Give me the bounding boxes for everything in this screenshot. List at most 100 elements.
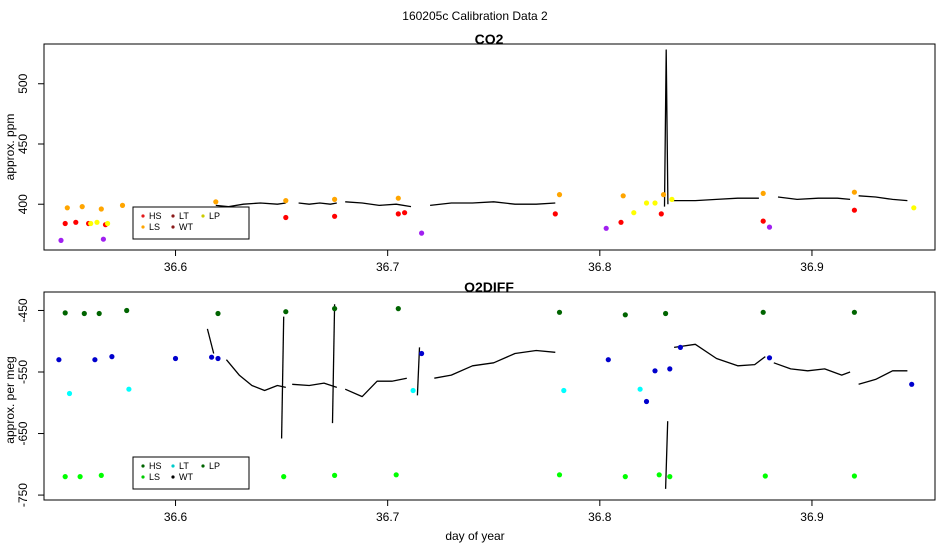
o2diff-point-WT (766, 355, 773, 361)
o2diff-legend-label: HS (149, 461, 162, 471)
co2-point-HS (73, 219, 79, 225)
co2-point-HS (402, 210, 408, 216)
co2-series-ambient-line (430, 201, 556, 207)
co2-point-HS (62, 220, 68, 227)
co2-point-LT (100, 236, 106, 242)
co2-point-LS (556, 192, 563, 198)
co2-xtick-label: 36.9 (800, 260, 824, 274)
o2diff-legend-box (132, 456, 250, 490)
o2diff-point-HS (283, 309, 289, 315)
co2-series-ambient-line (671, 197, 759, 202)
co2-ylabel: approx. ppm (3, 114, 17, 181)
o2diff-xlabel: day of year (445, 529, 504, 543)
co2-point-WT (643, 200, 650, 206)
o2diff-xtick-label: 36.8 (588, 510, 612, 524)
co2-point-HS (332, 213, 338, 219)
co2-panel: CO2 approx. ppm 36.6 36.7 36.8 36.9 400 450 50… (3, 31, 936, 274)
co2-legend-box (132, 206, 250, 240)
o2diff-point-LS (656, 472, 662, 478)
o2diff-point-LS (762, 473, 768, 479)
o2diff-point-HS (62, 310, 68, 316)
o2diff-ytick-label: -550 (16, 360, 30, 384)
o2diff-point-HS (124, 307, 130, 314)
o2diff-point-LS (622, 474, 628, 480)
o2diff-series-ambient-line (434, 349, 556, 379)
o2diff-point-HS (556, 309, 563, 315)
o2diff-point-WT (909, 381, 915, 387)
figure-supertitle: 160205c Calibration Data 2 (402, 9, 548, 23)
co2-legend-label: LS (149, 222, 160, 232)
o2diff-point-LS (667, 474, 673, 480)
o2diff-point-WT (419, 350, 425, 357)
co2-point-HS (851, 207, 858, 213)
co2-legend-marker (141, 214, 145, 218)
co2-title: CO2 (475, 31, 504, 47)
co2-point-LT (419, 230, 425, 236)
co2-xtick-label: 36.7 (376, 260, 400, 274)
o2diff-legend-marker (141, 475, 145, 479)
o2diff-series-ambient-line (292, 382, 338, 389)
co2-legend-marker (201, 214, 205, 218)
o2diff-series-ambient-line (674, 343, 766, 367)
o2diff-point-HS (81, 310, 87, 317)
o2diff-series-ambient-line (206, 328, 215, 354)
o2diff-title: O2DIFF (464, 279, 514, 295)
co2-point-LS (98, 206, 104, 212)
co2-point-HS (618, 219, 624, 225)
co2-point-WT (105, 220, 111, 227)
co2-point-LS (213, 199, 219, 205)
co2-point-LT (603, 225, 609, 231)
o2diff-ytick-label: -650 (16, 421, 30, 445)
co2-legend-label: HS (149, 211, 162, 221)
o2diff-series-spikes-line (664, 421, 669, 489)
o2diff-point-LS (281, 474, 287, 480)
co2-ytick-label: 450 (16, 134, 30, 154)
co2-ytick-label: 500 (16, 73, 30, 93)
o2diff-point-HS (395, 306, 401, 312)
co2-point-WT (669, 196, 675, 202)
co2-point-WT (94, 219, 100, 225)
o2diff-point-WT (56, 357, 62, 363)
o2diff-legend-label: LT (179, 461, 189, 471)
o2diff-point-LS (393, 472, 399, 478)
co2-series-ambient-line (215, 202, 286, 208)
o2diff-panel: O2DIFF approx. per meg day of year 36.6 3… (3, 279, 936, 543)
o2diff-point-LS (62, 474, 68, 480)
co2-point-LS (620, 193, 626, 199)
o2diff-point-HS (760, 309, 766, 315)
co2-point-LS (283, 198, 289, 204)
o2diff-point-LS (851, 473, 858, 479)
co2-point-LS (332, 196, 338, 202)
co2-legend-label: LP (209, 211, 220, 221)
co2-point-LS (851, 189, 858, 195)
co2-series-ambient-line (858, 195, 908, 202)
o2diff-point-WT (172, 355, 179, 362)
o2diff-point-HS (96, 310, 102, 317)
o2diff-point-WT (667, 366, 673, 372)
co2-point-HS (658, 211, 664, 217)
o2diff-legend-label: LS (149, 472, 160, 482)
co2-series-ambient-line (777, 196, 851, 201)
o2diff-point-HS (215, 310, 221, 317)
o2diff-legend-marker (171, 475, 175, 479)
o2diff-ytick-label: -750 (16, 483, 30, 507)
o2diff-ytick-label: -450 (16, 298, 30, 322)
co2-series-spike-line (663, 49, 669, 207)
o2diff-point-LT (66, 390, 73, 397)
o2diff-series-ambient-line (773, 362, 851, 376)
o2diff-point-HS (332, 306, 338, 312)
co2-point-LS (660, 192, 667, 198)
co2-legend-label: WT (179, 222, 193, 232)
o2diff-point-HS (663, 310, 669, 317)
co2-point-HS (760, 218, 766, 224)
o2diff-legend-marker (141, 464, 145, 468)
o2diff-point-LS (77, 474, 83, 480)
co2-point-LT (766, 224, 773, 230)
co2-ytick-label: 400 (16, 194, 30, 214)
o2diff-xtick-label: 36.7 (376, 510, 400, 524)
o2diff-legend-marker (171, 464, 175, 468)
co2-point-LS (64, 205, 70, 211)
o2diff-legend-label: LP (209, 461, 220, 471)
co2-point-HS (552, 211, 558, 217)
